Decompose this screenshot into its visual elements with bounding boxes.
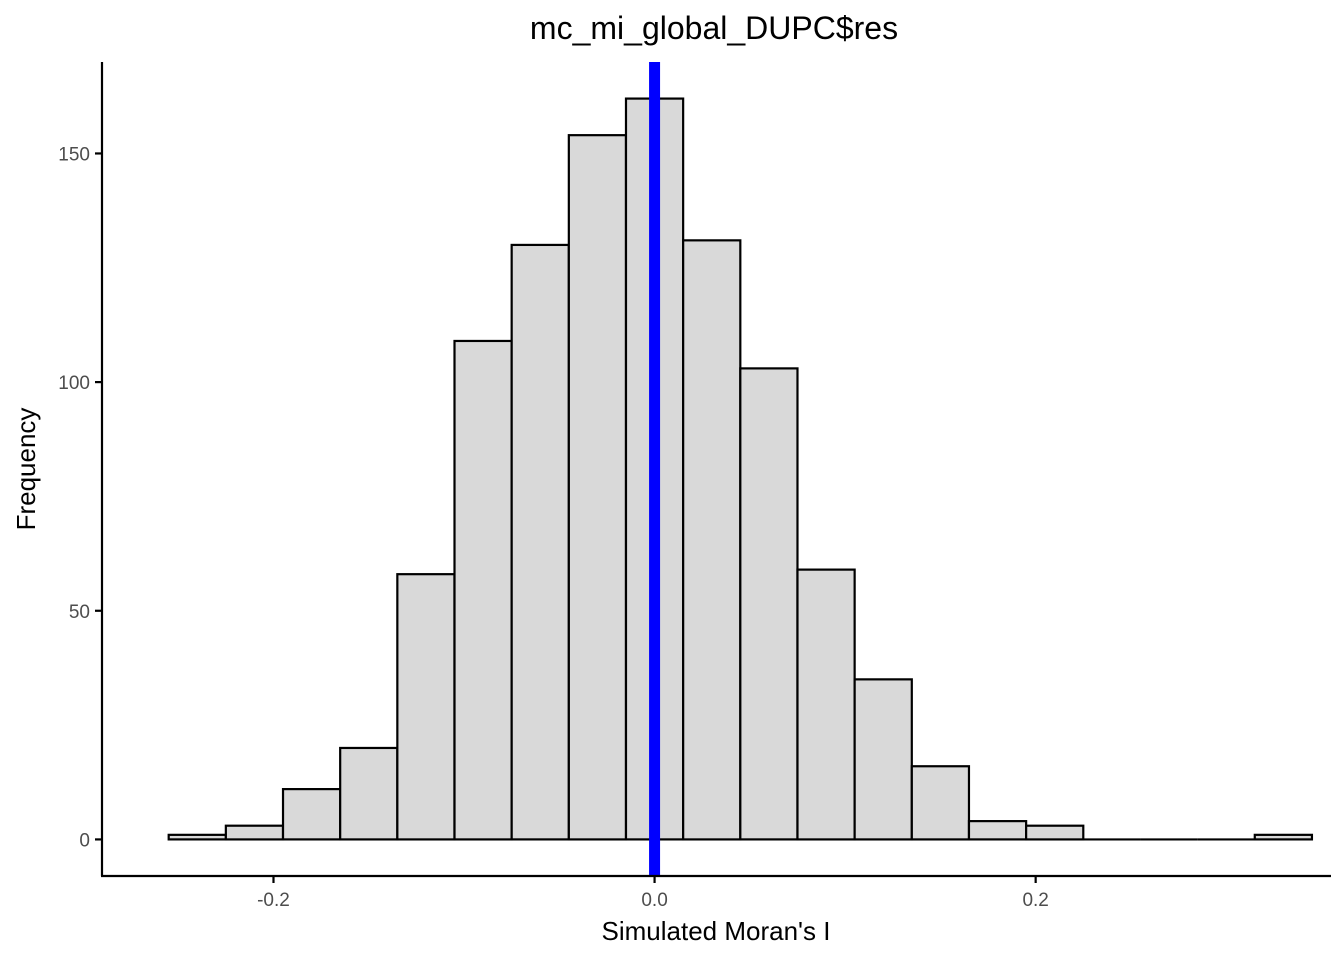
histogram-bar-13 — [910, 765, 971, 841]
histogram-bar-9 — [682, 239, 742, 841]
x-axis-title: Simulated Moran's I — [602, 916, 831, 946]
x-tick-label-1: 0.0 — [641, 890, 667, 911]
y-tick-label-1: 50 — [69, 602, 90, 623]
y-tick-label-0: 0 — [79, 830, 90, 851]
histogram-bar-15 — [1025, 824, 1085, 841]
histogram-bar-2 — [281, 788, 342, 841]
x-tick-label-0: -0.2 — [257, 890, 290, 911]
y-axis-title: Frequency — [11, 408, 41, 531]
histogram-bar-7 — [567, 134, 628, 841]
histogram-bar-5 — [453, 339, 513, 841]
histogram-bars — [167, 97, 1314, 841]
histogram-bar-3 — [339, 746, 399, 841]
x-axis-ticks: -0.2 0.0 0.2 — [257, 876, 1049, 911]
histogram-bar-11 — [796, 568, 856, 841]
histogram-bar-6 — [510, 243, 570, 841]
histogram-bar-1 — [224, 824, 285, 841]
y-tick-label-2: 100 — [58, 373, 90, 394]
histogram-bar-12 — [853, 678, 913, 841]
x-tick-label-2: 0.2 — [1022, 890, 1048, 911]
histogram-bar-19 — [1253, 833, 1314, 841]
y-tick-label-3: 150 — [58, 144, 90, 165]
chart-title: mc_mi_global_DUPC$res — [530, 10, 898, 46]
histogram-bar-4 — [396, 573, 456, 841]
histogram-bar-0 — [167, 833, 227, 841]
histogram-bar-10 — [739, 367, 799, 841]
y-axis-ticks: 0 50 100 150 — [58, 144, 102, 851]
histogram-bar-14 — [967, 820, 1028, 841]
